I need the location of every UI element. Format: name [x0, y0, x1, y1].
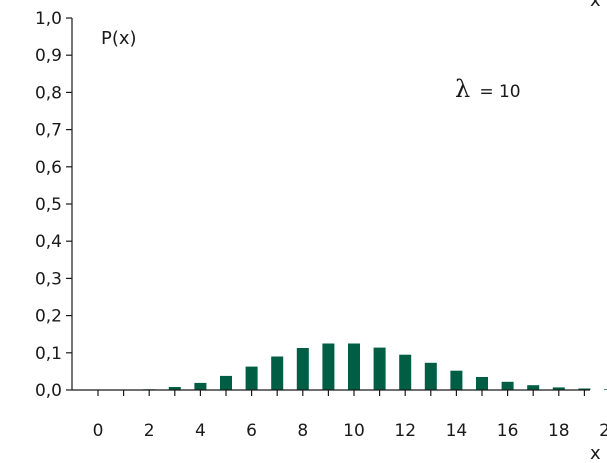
bar-x-3 — [168, 387, 181, 390]
y-tick-label: 0,3 — [35, 269, 62, 289]
bar-x-5 — [220, 375, 232, 390]
x-tick-label: 18 — [548, 421, 570, 441]
x-tick-label: 20 — [599, 421, 607, 441]
lambda-annotation: λ = 10 — [455, 75, 521, 103]
x-tick-label: 0 — [93, 421, 104, 441]
y-tick-label: 0,9 — [35, 46, 62, 66]
x-tick-label: 14 — [446, 421, 468, 441]
y-tick-label: 0,1 — [35, 344, 62, 364]
bar-x-6 — [245, 366, 258, 390]
y-tick-label: 0,8 — [35, 83, 62, 103]
lambda-symbol: λ — [455, 75, 470, 103]
bar-x-20 — [604, 389, 607, 390]
bar-x-7 — [271, 356, 284, 390]
y-tick-label: 0,4 — [35, 232, 62, 252]
x-tick-label: 12 — [394, 421, 416, 441]
x-tick-label: 10 — [343, 421, 365, 441]
bar-x-16 — [501, 381, 514, 390]
y-tick-label: 0,0 — [35, 381, 62, 401]
bar-x-10 — [348, 343, 360, 390]
x-axis-title: x — [590, 443, 601, 463]
bar-x-4 — [194, 382, 207, 390]
bar-x-18 — [552, 387, 565, 390]
x-tick-label: 16 — [497, 421, 519, 441]
y-tick-label: 1,0 — [35, 9, 62, 29]
lambda-value: = 10 — [479, 82, 520, 102]
bar-x-15 — [476, 377, 488, 390]
y-tick-label: 0,2 — [35, 307, 62, 327]
axes-group — [71, 18, 590, 391]
bar-x-12 — [399, 354, 412, 390]
x-tick-label: 4 — [195, 421, 206, 441]
corner-x-label: x — [590, 0, 601, 11]
bar-x-8 — [296, 348, 309, 390]
y-axis-title: P(x) — [101, 28, 137, 49]
x-tick-label: 6 — [246, 421, 257, 441]
x-ticks-group: 0 2 4 6 8 10 12 14 16 18 20 — [93, 390, 607, 441]
bar-x-11 — [373, 347, 386, 390]
y-tick-label: 0,6 — [35, 158, 62, 178]
y-ticks-group: 0,0 0,1 0,2 0,3 0,4 0,5 0,6 0,7 0,8 0,9 1,0 — [35, 9, 72, 401]
x-tick-label: 8 — [297, 421, 308, 441]
bar-x-19 — [578, 388, 591, 390]
bar-x-9 — [322, 343, 335, 390]
bar-x-17 — [527, 385, 540, 390]
y-tick-label: 0,7 — [35, 121, 62, 141]
x-tick-label: 2 — [144, 421, 155, 441]
bar-x-13 — [424, 362, 437, 390]
bars-group — [143, 343, 607, 390]
y-tick-label: 0,5 — [35, 195, 62, 215]
bar-x-14 — [450, 370, 463, 390]
